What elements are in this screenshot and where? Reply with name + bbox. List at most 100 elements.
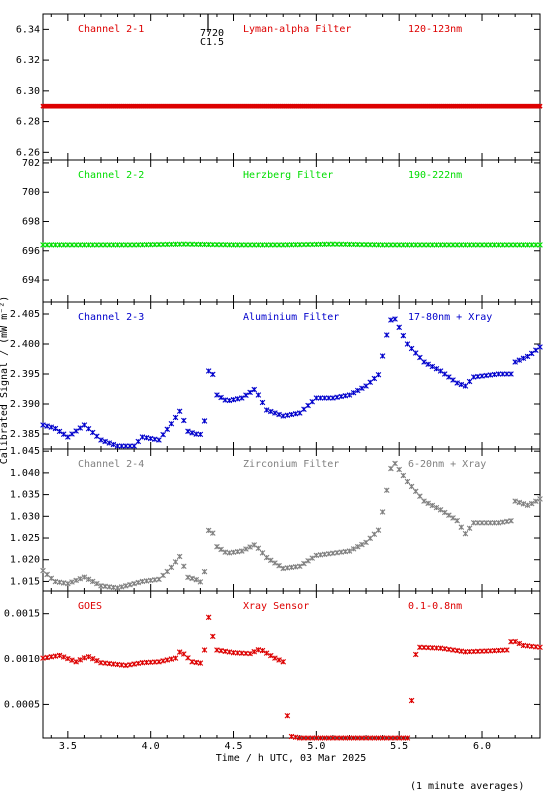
data-point — [342, 735, 349, 741]
data-point — [528, 242, 535, 248]
data-point — [263, 407, 270, 413]
data-point — [181, 417, 187, 424]
panel-frame — [42, 159, 541, 303]
data-point — [309, 735, 315, 741]
data-point — [495, 242, 502, 248]
data-point — [44, 654, 50, 661]
data-point — [466, 525, 473, 532]
data-point — [48, 575, 55, 582]
data-point — [222, 549, 229, 555]
data-point — [350, 735, 357, 741]
data-point — [60, 580, 67, 586]
y-tick-label: 1.040 — [10, 468, 40, 479]
data-point — [288, 733, 295, 740]
series-markers — [40, 460, 543, 591]
data-point — [379, 509, 386, 515]
data-point — [160, 658, 166, 664]
data-point — [259, 550, 266, 556]
data-point — [263, 650, 270, 656]
data-point — [56, 242, 63, 248]
data-point — [147, 435, 154, 442]
data-point — [172, 559, 179, 565]
data-point — [276, 242, 282, 248]
data-point — [392, 242, 398, 248]
data-point — [201, 568, 208, 575]
data-point — [512, 638, 518, 645]
data-point — [421, 498, 427, 504]
data-point — [147, 241, 154, 248]
data-point — [537, 242, 543, 248]
data-point — [259, 399, 266, 406]
data-point — [301, 735, 307, 741]
data-point — [160, 431, 166, 438]
data-point — [346, 241, 353, 248]
data-point — [425, 361, 431, 368]
data-point — [160, 572, 166, 579]
data-point — [288, 411, 295, 418]
data-point — [73, 428, 79, 434]
y-tick-label: 2.400 — [10, 339, 40, 350]
data-point — [193, 576, 200, 583]
data-point — [288, 241, 295, 248]
data-point — [44, 242, 50, 248]
data-point — [181, 563, 187, 570]
data-point — [272, 242, 278, 248]
data-point — [404, 478, 411, 485]
y-tick-label: 6.30 — [16, 86, 40, 97]
data-point — [325, 395, 332, 401]
data-point — [354, 735, 361, 741]
data-point — [537, 344, 543, 350]
data-point — [56, 652, 63, 659]
data-point — [483, 242, 489, 248]
data-point — [131, 661, 137, 667]
data-point — [417, 242, 423, 248]
data-point — [499, 371, 506, 377]
data-point — [114, 242, 121, 248]
y-tick-label: 6.26 — [16, 147, 40, 158]
x-tick-label: 4.0 — [142, 741, 160, 752]
y-tick-label: 2.405 — [10, 309, 40, 320]
data-point — [504, 518, 510, 525]
data-point — [441, 371, 448, 377]
data-point — [176, 408, 183, 415]
data-point — [197, 241, 204, 248]
data-point — [164, 241, 171, 248]
data-point — [123, 443, 129, 449]
y-tick-label: 1.045 — [10, 446, 40, 457]
data-point — [375, 242, 382, 248]
data-point — [533, 498, 539, 505]
data-point — [168, 656, 175, 662]
data-point — [433, 242, 440, 248]
data-point — [292, 734, 299, 741]
data-point — [338, 735, 344, 741]
data-point — [491, 520, 498, 526]
data-point — [280, 242, 287, 248]
data-point — [89, 242, 96, 248]
x-tick-label: 5.5 — [390, 741, 408, 752]
data-point — [350, 546, 357, 552]
data-point — [458, 381, 465, 388]
x-axis: 3.5 4.0 4.5 5.0 5.5 6.0 — [59, 741, 491, 752]
y-tick-label: 2.390 — [10, 399, 40, 410]
data-point — [272, 410, 278, 416]
data-point — [85, 242, 92, 248]
data-point — [114, 585, 121, 591]
data-point — [65, 580, 71, 587]
data-point — [263, 242, 270, 248]
data-point — [181, 241, 187, 247]
data-point — [118, 242, 125, 248]
data-point — [139, 241, 146, 248]
data-point — [135, 579, 142, 586]
panel-2: 694 696 698 700 702 Channel 2-2 Herzberg Filte… — [22, 158, 543, 303]
data-point — [268, 557, 274, 564]
data-point — [470, 520, 477, 526]
data-point — [371, 531, 378, 538]
data-point — [214, 543, 220, 550]
data-point — [495, 371, 502, 377]
panel-label: Channel 2-4 — [78, 459, 144, 470]
data-point — [421, 242, 427, 248]
data-point — [491, 242, 498, 248]
data-point — [454, 517, 460, 524]
data-point — [205, 527, 212, 534]
data-point — [346, 392, 353, 398]
